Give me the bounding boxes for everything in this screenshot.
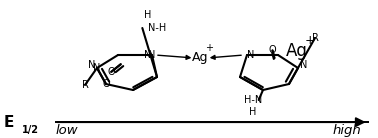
Text: N: N <box>93 63 101 73</box>
Text: N: N <box>247 50 254 60</box>
Text: H-N: H-N <box>244 95 262 105</box>
Text: R: R <box>82 80 88 90</box>
Text: N: N <box>300 60 307 70</box>
Text: +: + <box>206 43 214 53</box>
Text: 1/2: 1/2 <box>22 125 39 135</box>
Text: Ag: Ag <box>192 51 208 64</box>
Text: O: O <box>269 45 276 55</box>
Text: N-H: N-H <box>148 23 166 33</box>
Text: high: high <box>332 124 361 137</box>
Text: R: R <box>311 33 318 43</box>
Text: O: O <box>102 79 110 89</box>
Text: +: + <box>304 34 315 47</box>
Text: E: E <box>4 115 14 130</box>
Text: N: N <box>144 50 151 60</box>
Text: N: N <box>148 50 156 60</box>
Text: N: N <box>88 60 95 70</box>
Text: O: O <box>107 67 115 77</box>
Text: H: H <box>144 10 152 20</box>
Text: low: low <box>56 124 79 137</box>
Text: Ag: Ag <box>285 42 307 60</box>
Text: H: H <box>249 107 257 117</box>
